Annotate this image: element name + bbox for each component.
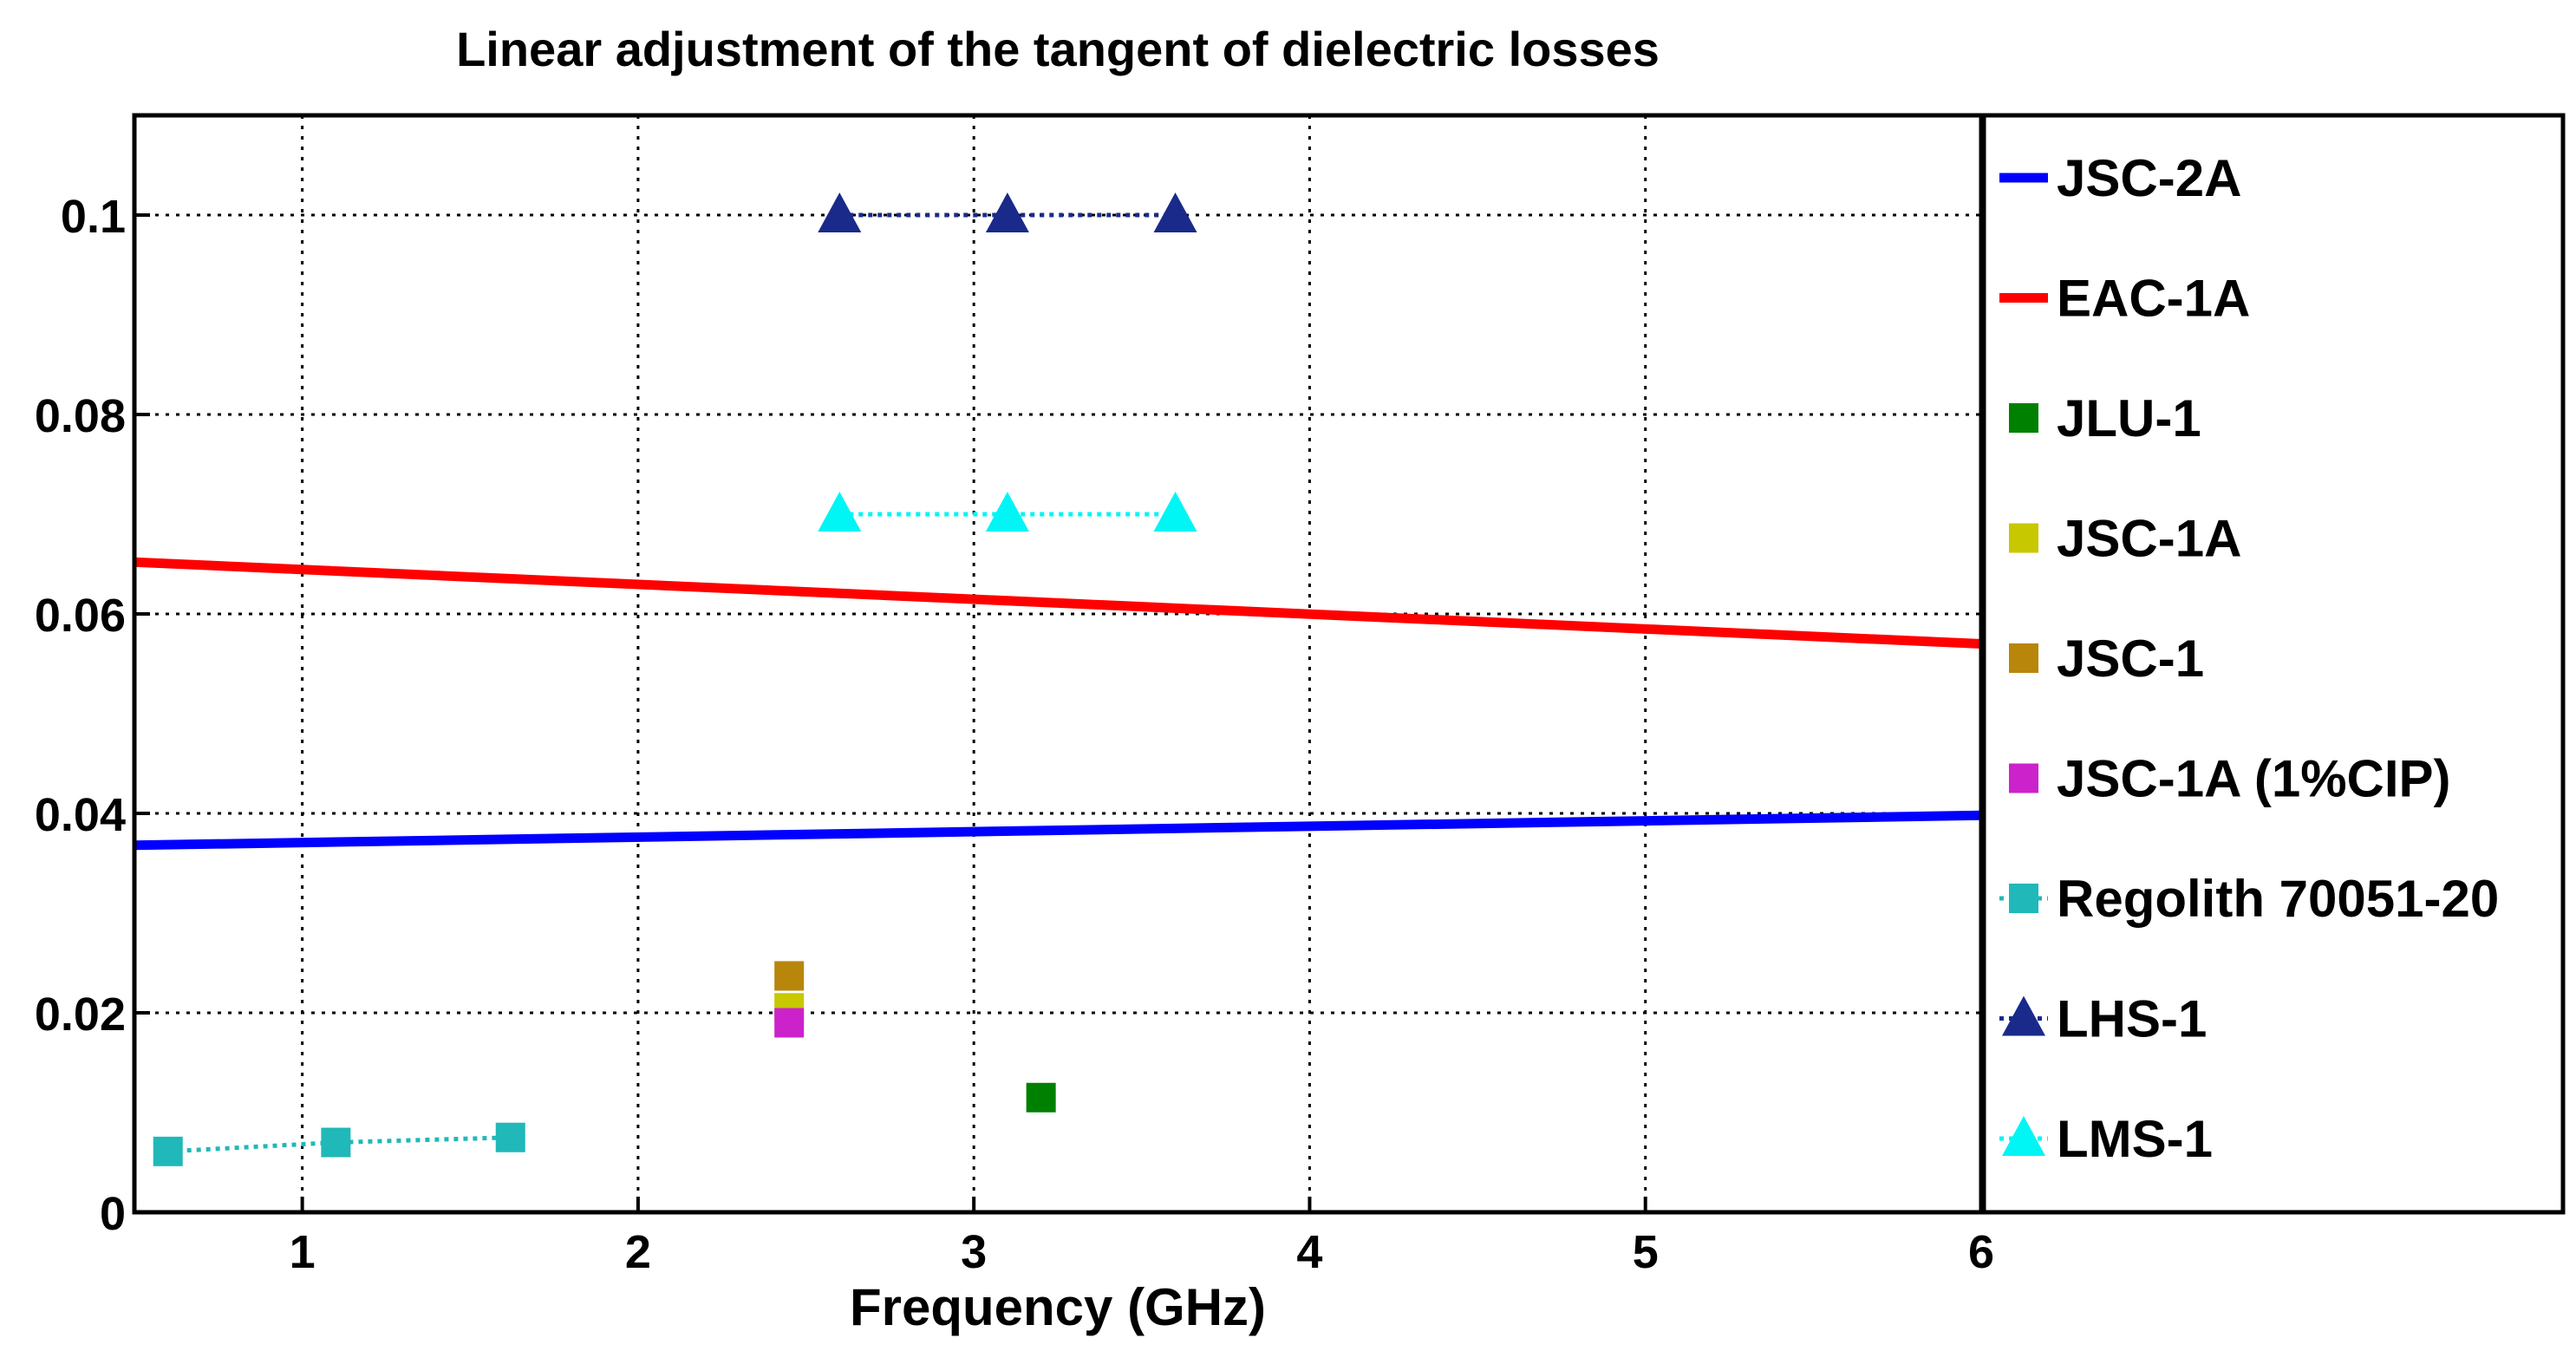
- series-jsc-1: [774, 961, 805, 991]
- lhs-1-point: [985, 193, 1029, 232]
- y-axis-ticks: 0 0.02 0.04 0.06 0.08 0.1: [35, 191, 150, 1240]
- series-jlu-1: [1026, 1082, 1056, 1113]
- legend-item-eac-1a: EAC-1A: [1999, 270, 2250, 328]
- legend-item-jlu-1: JLU-1: [2009, 389, 2201, 447]
- legend-label: JSC-1A: [2057, 510, 2241, 568]
- series-layer: [134, 193, 1982, 1166]
- legend-swatch-marker: [2002, 1116, 2045, 1156]
- x-tick-label: 4: [1296, 1226, 1322, 1278]
- lms-1-point: [1153, 492, 1197, 532]
- legend-label: LMS-1: [2057, 1110, 2213, 1168]
- lms-1-point: [985, 492, 1029, 532]
- y-tick-label: 0.08: [35, 390, 126, 442]
- legend-item-regolith-70051-20: Regolith 70051-20: [1999, 870, 2499, 928]
- legend-item-jsc-1a: JSC-1A: [2009, 510, 2241, 568]
- series-lhs-1: [818, 193, 1197, 232]
- y-tick-label: 0: [100, 1188, 126, 1240]
- x-tick-label: 1: [290, 1226, 316, 1278]
- jlu-1-point: [1026, 1082, 1056, 1113]
- legend-swatch-marker: [2009, 884, 2038, 913]
- eac-1a-line: [134, 557, 1982, 649]
- series-eac-1a: [134, 557, 1982, 649]
- legend-swatch-marker: [2009, 403, 2038, 433]
- legend-label: LHS-1: [2057, 990, 2207, 1048]
- legend-label: JSC-2A: [2057, 149, 2241, 207]
- legend-item-jsc-1: JSC-1: [2009, 630, 2204, 688]
- chart-title: Linear adjustment of the tangent of diel…: [456, 22, 1660, 76]
- x-tick-label: 2: [625, 1226, 651, 1278]
- series-lms-1: [818, 492, 1197, 532]
- jsc-2a-line: [134, 810, 1982, 851]
- legend-item-jsc-1a-1-cip: JSC-1A (1%CIP): [2009, 750, 2451, 808]
- jsc-1-point: [774, 961, 805, 991]
- lhs-1-point: [1153, 193, 1197, 232]
- series-regolith-70051-20: [153, 1122, 525, 1166]
- jsc-1a-1-cip-point: [774, 1008, 805, 1038]
- legend-label: EAC-1A: [2057, 270, 2250, 328]
- x-tick-label: 3: [961, 1226, 987, 1278]
- legend-swatch-marker: [2009, 523, 2038, 553]
- y-tick-label: 0.06: [35, 590, 126, 642]
- legend-swatch-marker: [2002, 995, 2045, 1036]
- regolith-70051-20-point: [321, 1127, 351, 1158]
- y-tick-label: 0.04: [35, 789, 126, 841]
- regolith-70051-20-point: [153, 1136, 183, 1166]
- y-tick-label: 0.1: [61, 191, 126, 243]
- x-tick-label: 6: [1968, 1226, 1994, 1278]
- grid: [134, 115, 1981, 1212]
- legend-swatch-marker: [2009, 763, 2038, 793]
- legend-item-lhs-1: LHS-1: [1999, 990, 2207, 1048]
- legend-label: Regolith 70051-20: [2057, 870, 2499, 928]
- x-axis-label: Frequency (GHz): [850, 1278, 1266, 1336]
- legend-item-jsc-2a: JSC-2A: [1999, 149, 2241, 207]
- legend-box: [1981, 113, 2566, 1215]
- legend: JSC-2A EAC-1A JLU-1 JSC-1A JSC-1 JSC-1A (1%CI…: [1999, 149, 2499, 1168]
- x-axis-ticks: 1 2 3 4 5 6: [290, 1197, 1994, 1278]
- legend-label: JLU-1: [2057, 389, 2201, 447]
- x-tick-label: 5: [1633, 1226, 1659, 1278]
- regolith-70051-20-point: [495, 1122, 525, 1152]
- legend-swatch-marker: [2009, 643, 2038, 673]
- legend-item-lms-1: LMS-1: [1999, 1110, 2213, 1168]
- series-jsc-1a-1-cip: [774, 1008, 805, 1038]
- lhs-1-point: [818, 193, 862, 232]
- legend-label: JSC-1A (1%CIP): [2057, 750, 2451, 808]
- plot-frame: [132, 113, 1984, 1215]
- legend-label: JSC-1: [2057, 630, 2204, 688]
- y-tick-label: 0.02: [35, 989, 126, 1041]
- series-jsc-2a: [134, 810, 1982, 851]
- lms-1-point: [818, 492, 862, 532]
